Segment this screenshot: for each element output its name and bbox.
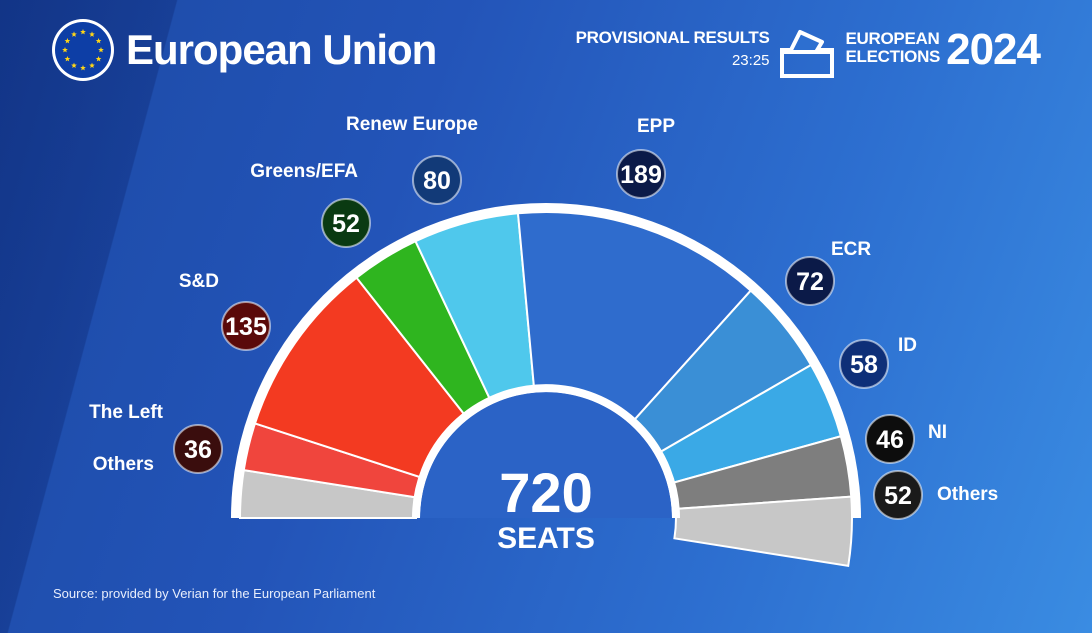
seat-badge [321, 198, 371, 248]
ballot-box-icon [779, 30, 834, 78]
data-label: 58 [850, 351, 878, 379]
group-label: Others [937, 484, 998, 505]
group-label: ID [898, 335, 917, 356]
seat-bar [673, 495, 853, 568]
group-label: The Left [89, 402, 164, 423]
data-label: 135 [225, 313, 267, 341]
flag-star [71, 62, 77, 69]
flag-star [80, 65, 86, 71]
data-label: 52 [884, 482, 912, 510]
data-label: 80 [423, 167, 451, 195]
group-label: Greens/EFA [250, 161, 358, 182]
total-value: 720 [499, 461, 592, 524]
election-year: 2024 [946, 25, 1041, 74]
data-label: 36 [184, 436, 212, 464]
header-elections: PROVISIONAL RESULTS 23:25 EUROPEAN ELECT… [576, 25, 1041, 80]
data-label: 72 [796, 268, 824, 296]
seat-badge [616, 149, 666, 199]
flag-star [64, 56, 71, 62]
total-label: SEATS [497, 522, 595, 555]
elections-line1: EUROPEAN [845, 29, 940, 48]
source-note: Source: provided by Verian for the Europ… [53, 586, 376, 601]
seat-badge [173, 424, 223, 474]
elections-label: EUROPEAN ELECTIONS [846, 30, 941, 66]
seat-badge [839, 339, 889, 389]
group-label: Renew Europe [346, 114, 478, 135]
group-label: EPP [637, 116, 675, 137]
group-label: NI [928, 422, 947, 443]
seat-badge [221, 301, 271, 351]
seat-badge [412, 155, 462, 205]
flag-star [95, 38, 102, 44]
seat-badge [873, 470, 923, 520]
seat-badge [865, 414, 915, 464]
flag-star [89, 31, 95, 37]
seat-badge [785, 256, 835, 306]
region-title: European Union [126, 26, 437, 73]
data-label: 52 [332, 210, 360, 238]
group-label: Others [93, 454, 154, 475]
hemicycle-center [420, 392, 672, 518]
elections-line2: ELECTIONS [845, 47, 941, 66]
group-label: S&D [179, 271, 219, 292]
flag-star [95, 56, 102, 62]
provisional-label: PROVISIONAL RESULTS [575, 28, 770, 47]
flag-star [80, 29, 86, 35]
header-region: European Union [52, 19, 437, 81]
flag-star [64, 38, 71, 44]
flag-star [71, 31, 77, 37]
inner-ring [412, 384, 680, 519]
flag-star [98, 47, 104, 53]
eu-flag-icon [52, 19, 114, 81]
flag-star [89, 62, 95, 69]
results-time: 23:25 [731, 52, 770, 69]
provisional-block: PROVISIONAL RESULTS 23:25 [576, 28, 770, 69]
data-label: 46 [876, 426, 904, 454]
group-label: ECR [831, 239, 871, 260]
flag-star [62, 47, 68, 53]
data-label: 189 [620, 161, 662, 189]
